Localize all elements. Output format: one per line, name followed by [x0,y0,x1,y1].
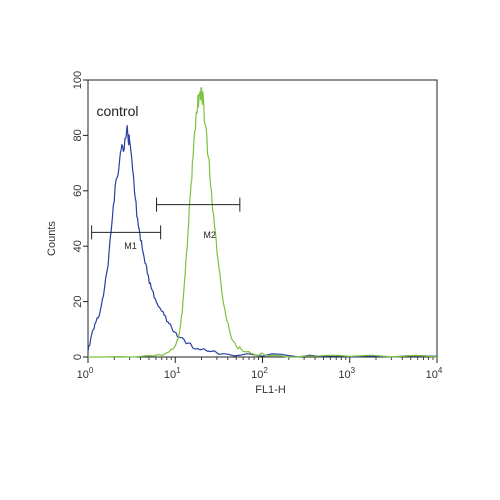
x-tick-exponent: 2 [263,366,268,375]
y-tick-label: 80 [72,129,84,141]
x-tick-base: 10 [338,369,350,381]
x-tick-base: 10 [164,369,176,381]
x-tick-exponent: 3 [351,366,356,375]
x-tick-exponent: 4 [438,366,443,375]
plot-frame [87,79,438,358]
x-tick-label: 100 [77,366,94,381]
series-line-2 [88,87,438,358]
y-tick-label: 40 [72,240,84,252]
gate-label-m1: M1 [124,241,137,251]
x-tick-base: 10 [77,369,89,381]
x-tick-exponent: 0 [89,366,94,375]
y-tick-label: 100 [72,71,84,89]
control-label: control [96,103,138,119]
x-tick-exponent: 1 [176,366,181,375]
series-line-1 [87,125,438,358]
x-tick-base: 10 [251,369,263,381]
x-tick-label: 102 [251,366,268,381]
x-tick-base: 10 [426,369,438,381]
x-tick-label: 104 [426,366,443,381]
y-tick-label: 20 [72,295,84,307]
x-axis-title: FL1-H [255,384,286,396]
y-axis-title: Counts [46,221,58,256]
x-tick-label: 101 [164,366,181,381]
x-tick-label: 103 [338,366,355,381]
y-tick-label: 0 [72,354,84,360]
gate-label-m2: M2 [203,230,216,240]
y-tick-label: 60 [72,185,84,197]
